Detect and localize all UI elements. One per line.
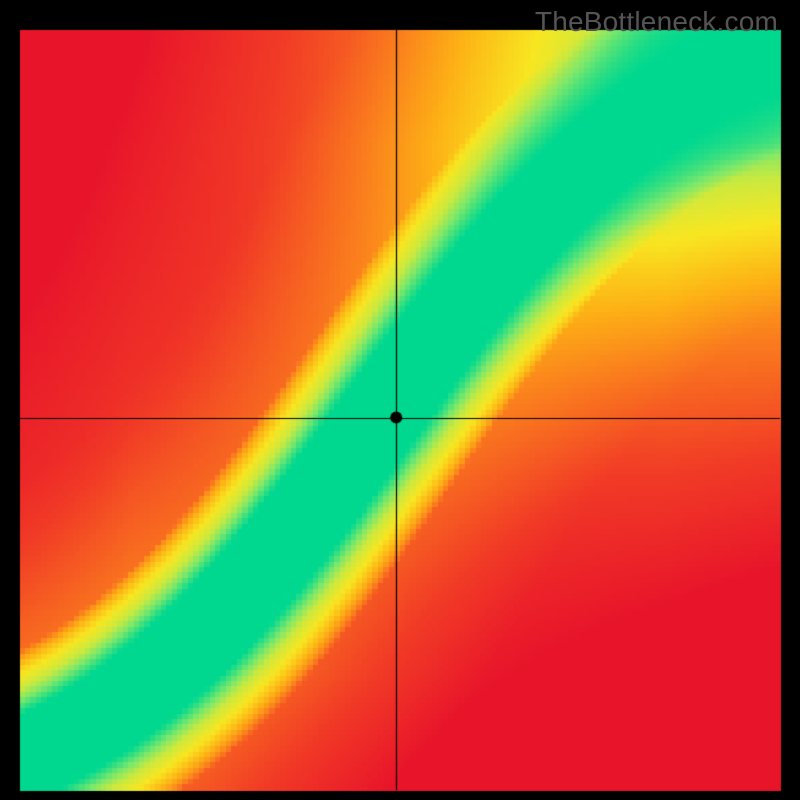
watermark-text: TheBottleneck.com: [535, 6, 778, 38]
chart-container: TheBottleneck.com: [0, 0, 800, 800]
bottleneck-heatmap-canvas: [0, 0, 800, 800]
